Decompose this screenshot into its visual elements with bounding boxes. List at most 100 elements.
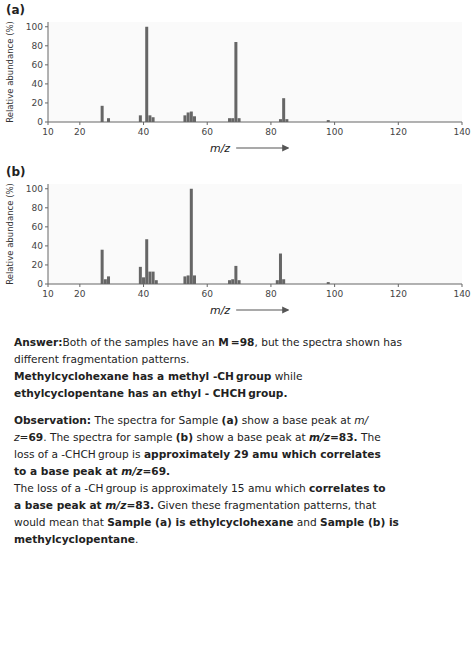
x-axis-label: m/z	[210, 304, 230, 317]
bar	[234, 266, 237, 284]
x-axis	[48, 122, 462, 123]
text-segment: loss of a -CHCH group is	[14, 448, 144, 460]
text-segment: Given these fragmentation patterns, that	[154, 499, 376, 511]
bars	[101, 189, 330, 284]
bar	[228, 280, 231, 284]
text-line: to a base peak at m/z=69.	[14, 463, 464, 480]
text-segment: m/	[354, 414, 368, 426]
text-line: z=69. The spectra for sample (b) show a …	[14, 429, 464, 446]
y-tick-label: 80	[32, 41, 44, 51]
bar	[107, 118, 110, 122]
bar	[276, 280, 279, 284]
text-segment: , but the spectra shown has	[254, 336, 402, 348]
paragraph: Observation: The spectra for Sample (a) …	[14, 412, 464, 548]
bar	[282, 98, 285, 122]
x-axis	[48, 284, 462, 285]
bar	[107, 276, 110, 284]
text-segment: The spectra for Sample	[91, 414, 221, 426]
text-segment: Observation:	[14, 414, 91, 426]
text-segment: (a)	[222, 414, 239, 426]
text-segment: m/z	[105, 499, 126, 511]
text-segment: approximately 29 amu which correlates	[144, 448, 381, 460]
text-segment: The loss of a -CH group is approximately…	[14, 482, 309, 494]
text-segment: Answer:	[14, 336, 62, 348]
text-segment: . The spectra for sample	[43, 431, 176, 443]
text-line: Answer:Both of the samples have an M =98…	[14, 334, 464, 351]
text-segment: methylcyclopentane	[14, 533, 135, 545]
bar	[190, 189, 193, 284]
bar	[183, 276, 186, 284]
plot-area	[48, 22, 462, 122]
x-axis-arrow	[236, 147, 288, 148]
text-segment: different fragmentation patterns.	[14, 353, 189, 365]
chart-panel: (b)0204060801001020406080100120140Relati…	[5, 165, 471, 317]
text-segment: 69	[28, 431, 43, 443]
panel-title: (a)	[6, 3, 25, 17]
text-segment: =83.	[330, 431, 358, 443]
panel-title: (b)	[6, 165, 26, 179]
bar	[148, 272, 151, 284]
text-segment: Both of the samples have an	[62, 336, 218, 348]
chart-panel: (a)0204060801001020406080100120140Relati…	[5, 3, 471, 155]
x-tick-label: 10	[42, 127, 54, 137]
bar	[231, 118, 234, 122]
bar	[234, 42, 237, 122]
x-tick-label: 40	[138, 127, 150, 137]
bar	[152, 272, 155, 284]
figure: (a) 0 20 40 60 80 100 10 20 40 60 80 100 120 140 Relati…	[0, 0, 474, 324]
x-tick-label: 140	[453, 127, 470, 137]
y-axis-label: Relative abundance (%)	[5, 183, 15, 285]
text-line: ethylcyclopentane has an ethyl - CHCH gr…	[14, 385, 464, 402]
y-axis	[48, 22, 49, 122]
x-tick-label: 20	[74, 289, 86, 299]
bar	[104, 279, 107, 284]
text-segment: correlates to	[309, 482, 386, 494]
text-line: Methylcyclohexane has a methyl -CH group…	[14, 368, 464, 385]
bar	[148, 115, 151, 122]
text-segment: m/z	[309, 431, 330, 443]
text-line: methylcyclopentane.	[14, 531, 464, 548]
bar	[193, 116, 196, 122]
bar	[187, 112, 190, 122]
text-segment: Sample (a) is ethylcyclohexane	[107, 516, 293, 528]
y-tick-label: 80	[32, 203, 44, 213]
y-tick-label: 100	[26, 22, 43, 32]
x-tick-label: 100	[326, 289, 343, 299]
text-segment: to a base peak at	[14, 465, 121, 477]
text-segment: =69.	[142, 465, 170, 477]
x-tick-label: 40	[138, 289, 150, 299]
x-tick-label: 100	[326, 127, 343, 137]
y-tick-label: 60	[32, 60, 44, 70]
y-tick-label: 20	[32, 260, 44, 270]
text-segment: Methylcyclohexane has a methyl -CH group	[14, 370, 271, 382]
y-tick-label: 60	[32, 222, 44, 232]
text-line: loss of a -CHCH group is approximately 2…	[14, 446, 464, 463]
x-axis-arrow	[236, 309, 288, 310]
bar	[101, 106, 104, 122]
bar	[183, 115, 186, 122]
text-segment: ethylcyclopentane has an ethyl - CHCH gr…	[14, 387, 287, 399]
y-tick-label: 0	[37, 117, 43, 127]
x-tick-label: 140	[453, 289, 470, 299]
bar	[238, 280, 241, 284]
bar	[152, 117, 155, 122]
bar	[228, 118, 231, 122]
text-line: a base peak at m/z=83. Given these fragm…	[14, 497, 464, 514]
x-tick-label: 120	[390, 289, 407, 299]
text-segment: show a base peak at	[238, 414, 354, 426]
x-axis-label: m/z	[210, 142, 230, 155]
x-tick-label: 10	[42, 289, 54, 299]
bar	[238, 118, 241, 122]
text-segment: =83.	[126, 499, 154, 511]
text-block: Answer:Both of the samples have an M =98…	[14, 334, 464, 558]
text-segment: (b)	[176, 431, 193, 443]
bars	[101, 27, 330, 122]
y-tick-label: 100	[26, 184, 43, 194]
y-axis-label: Relative abundance (%)	[5, 21, 15, 123]
x-tick-label: 20	[74, 127, 86, 137]
x-tick-label: 80	[265, 289, 277, 299]
y-tick-label: 40	[32, 79, 44, 89]
text-segment: show a base peak at	[193, 431, 309, 443]
text-segment: while	[271, 370, 302, 382]
bar	[279, 254, 282, 284]
